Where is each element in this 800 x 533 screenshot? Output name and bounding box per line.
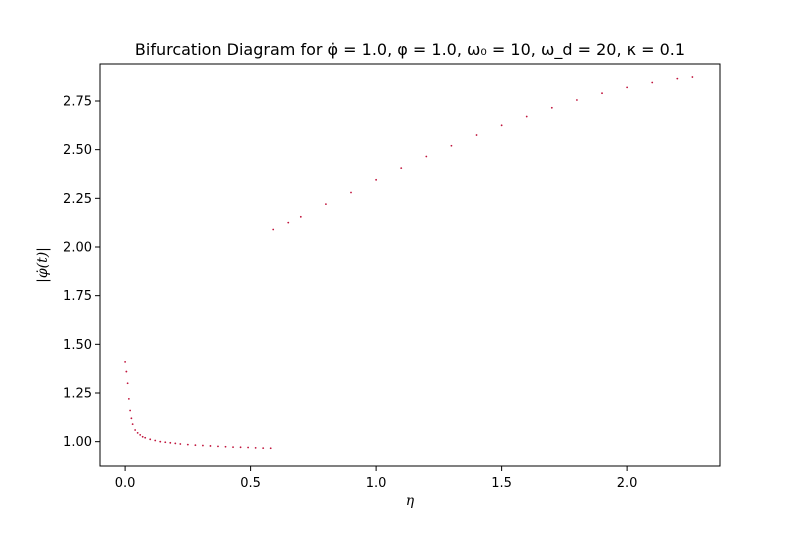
data-point xyxy=(450,144,453,147)
data-point xyxy=(126,382,129,385)
data-point xyxy=(131,423,134,426)
data-point xyxy=(224,445,227,448)
x-tick-label: 2.0 xyxy=(617,476,638,491)
data-point xyxy=(475,134,478,136)
data-point xyxy=(149,438,152,441)
data-point xyxy=(626,86,629,89)
data-point xyxy=(299,215,302,218)
data-point xyxy=(325,203,327,206)
data-point xyxy=(144,436,147,439)
data-point xyxy=(576,99,578,101)
y-tick-label: 2.00 xyxy=(63,240,92,255)
data-point xyxy=(124,360,126,363)
data-point xyxy=(217,445,219,448)
data-point xyxy=(139,433,142,436)
data-point xyxy=(691,76,694,78)
data-point xyxy=(159,440,162,443)
data-point xyxy=(169,441,172,444)
data-point xyxy=(209,445,212,447)
y-tick-label: 2.25 xyxy=(63,192,92,207)
data-point xyxy=(129,409,132,412)
data-point xyxy=(269,447,272,450)
y-tick-label: 1.00 xyxy=(63,435,92,450)
data-point xyxy=(287,221,290,224)
data-point xyxy=(125,370,128,373)
x-axis-ticks: 0.0 0.5 1.0 1.5 2.0 xyxy=(115,466,638,491)
data-point xyxy=(127,397,130,400)
chart-title: Bifurcation Diagram for φ̇ = 1.0, φ = 1.… xyxy=(135,40,685,60)
data-point xyxy=(130,417,133,420)
data-point xyxy=(239,446,242,449)
data-point xyxy=(136,432,139,434)
data-point xyxy=(174,442,177,445)
data-point xyxy=(164,441,167,444)
data-point xyxy=(425,155,428,158)
data-point xyxy=(134,429,137,431)
y-tick-label: 1.25 xyxy=(63,386,92,401)
x-tick-label: 0.0 xyxy=(115,476,136,491)
data-point xyxy=(350,191,352,194)
data-point xyxy=(247,446,250,449)
x-tick-label: 0.5 xyxy=(240,476,261,491)
data-point xyxy=(154,439,157,442)
x-axis-label: η xyxy=(406,493,415,509)
y-tick-label: 2.50 xyxy=(63,143,92,158)
data-point xyxy=(525,115,528,118)
data-point xyxy=(676,77,679,80)
data-point xyxy=(232,446,234,449)
data-point xyxy=(651,81,654,84)
data-point xyxy=(375,178,378,181)
data-point xyxy=(194,444,197,447)
x-tick-label: 1.0 xyxy=(366,476,387,491)
y-axis-label: |φ̇(t)| xyxy=(35,247,51,283)
y-tick-label: 2.75 xyxy=(63,94,92,109)
data-point xyxy=(262,447,265,449)
data-points xyxy=(124,76,694,450)
data-point xyxy=(202,444,204,447)
y-tick-label: 1.75 xyxy=(63,289,92,304)
data-point xyxy=(254,447,257,449)
data-point xyxy=(186,443,189,446)
data-point xyxy=(400,167,403,170)
y-axis-ticks: 1.00 1.25 1.50 1.75 2.00 2.25 2.50 2.75 xyxy=(63,94,100,450)
data-point xyxy=(550,106,553,109)
data-point xyxy=(601,92,603,95)
x-tick-label: 1.5 xyxy=(491,476,512,491)
data-point xyxy=(141,435,144,438)
data-point xyxy=(272,228,275,231)
data-point xyxy=(179,443,182,445)
y-tick-label: 1.50 xyxy=(63,338,92,353)
plot-frame xyxy=(99,63,721,467)
data-point xyxy=(500,124,503,127)
